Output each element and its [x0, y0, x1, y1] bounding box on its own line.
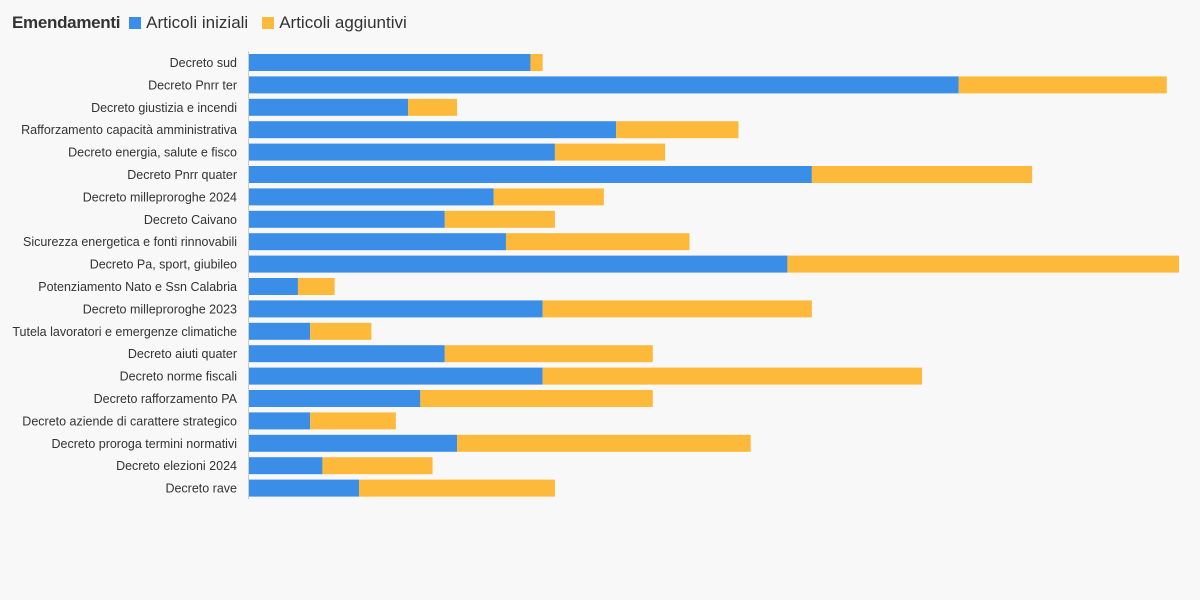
bar-articoli-iniziali-decreto-pa-sport-giubileo[interactable] [249, 255, 788, 273]
bar-articoli-iniziali-decreto-giustizia-e-incendi[interactable] [249, 98, 409, 116]
bar-articoli-iniziali-decreto-aziende-di-carattere-strategico[interactable] [249, 412, 311, 430]
legend-title: Emendamenti [12, 13, 121, 32]
bar-articoli-aggiuntivi-decreto-rave[interactable] [359, 479, 555, 497]
bar-articoli-iniziali-decreto-sud[interactable] [249, 54, 531, 71]
bar-articoli-iniziali-sicurezza-energetica-e-fonti-rinnovabili[interactable] [249, 233, 506, 251]
bar-articoli-iniziali-decreto-energia-salute-e-fisco[interactable] [249, 143, 555, 161]
category-label-decreto-rave: Decreto rave [165, 482, 237, 496]
bar-articoli-aggiuntivi-decreto-elezioni-2024[interactable] [322, 457, 433, 475]
category-label-decreto-aziende-di-carattere-strategico: Decreto aziende di carattere strategico [22, 414, 237, 428]
bar-articoli-iniziali-decreto-norme-fiscali[interactable] [249, 367, 543, 385]
category-label-decreto-pnrr-quater: Decreto Pnrr quater [127, 168, 237, 182]
bar-articoli-aggiuntivi-decreto-proroga-termini-normativi[interactable] [457, 434, 751, 452]
bar-articoli-iniziali-decreto-caivano[interactable] [249, 210, 445, 228]
bar-articoli-iniziali-decreto-pnrr-ter[interactable] [249, 76, 959, 94]
bar-articoli-aggiuntivi-decreto-milleproroghe-2023[interactable] [542, 300, 812, 318]
bar-articoli-aggiuntivi-decreto-pnrr-ter[interactable] [958, 76, 1167, 94]
category-label-tutela-lavoratori-e-emergenze-climatiche: Tutela lavoratori e emergenze climatiche [12, 325, 237, 339]
category-label-decreto-rafforzamento-pa: Decreto rafforzamento PA [94, 392, 238, 406]
bar-articoli-aggiuntivi-decreto-sud[interactable] [530, 54, 543, 71]
bar-articoli-iniziali-decreto-proroga-termini-normativi[interactable] [249, 434, 458, 452]
bar-articoli-iniziali-tutela-lavoratori-e-emergenze-climatiche[interactable] [249, 322, 311, 340]
bar-articoli-aggiuntivi-decreto-milleproroghe-2024[interactable] [493, 188, 604, 206]
bar-articoli-iniziali-decreto-rafforzamento-pa[interactable] [249, 390, 421, 407]
category-label-potenziamento-nato-e-ssn-calabria: Potenziamento Nato e Ssn Calabria [38, 280, 237, 294]
bar-articoli-aggiuntivi-decreto-pnrr-quater[interactable] [811, 166, 1033, 183]
bar-articoli-aggiuntivi-decreto-giustizia-e-incendi[interactable] [408, 98, 458, 116]
category-label-decreto-aiuti-quater: Decreto aiuti quater [128, 347, 237, 361]
legend-label-articoli-aggiuntivi: Articoli aggiuntivi [279, 13, 407, 32]
legend-item-articoli-iniziali[interactable]: Articoli iniziali [129, 13, 248, 33]
bar-articoli-aggiuntivi-tutela-lavoratori-e-emergenze-climatiche[interactable] [310, 322, 372, 340]
bar-articoli-iniziali-rafforzamento-capacita-amministrativa[interactable] [249, 121, 617, 139]
bar-articoli-iniziali-decreto-milleproroghe-2023[interactable] [249, 300, 543, 318]
bar-articoli-aggiuntivi-decreto-aiuti-quater[interactable] [444, 345, 653, 363]
category-label-decreto-sud: Decreto sud [170, 56, 237, 70]
category-label-decreto-pa-sport-giubileo: Decreto Pa, sport, giubileo [90, 258, 237, 272]
legend: Emendamenti Articoli iniziali Articoli a… [12, 13, 421, 33]
category-label-decreto-giustizia-e-incendi: Decreto giustizia e incendi [91, 101, 237, 115]
bar-articoli-aggiuntivi-decreto-pa-sport-giubileo[interactable] [787, 255, 1179, 273]
category-label-decreto-proroga-termini-normativi: Decreto proroga termini normativi [52, 437, 238, 451]
legend-label-articoli-iniziali: Articoli iniziali [146, 13, 249, 32]
bar-articoli-aggiuntivi-potenziamento-nato-e-ssn-calabria[interactable] [297, 278, 335, 295]
bar-articoli-iniziali-decreto-rave[interactable] [249, 479, 360, 497]
bar-articoli-aggiuntivi-rafforzamento-capacita-amministrativa[interactable] [616, 121, 739, 139]
bar-articoli-aggiuntivi-decreto-energia-salute-e-fisco[interactable] [554, 143, 666, 161]
bar-articoli-aggiuntivi-decreto-rafforzamento-pa[interactable] [420, 390, 653, 407]
bar-articoli-aggiuntivi-decreto-norme-fiscali[interactable] [542, 367, 923, 385]
category-label-decreto-energia-salute-e-fisco: Decreto energia, salute e fisco [68, 146, 237, 160]
bar-articoli-iniziali-potenziamento-nato-e-ssn-calabria[interactable] [249, 278, 298, 295]
category-label-decreto-caivano: Decreto Caivano [144, 213, 237, 227]
bar-articoli-iniziali-decreto-pnrr-quater[interactable] [249, 166, 812, 183]
bar-articoli-aggiuntivi-sicurezza-energetica-e-fonti-rinnovabili[interactable] [505, 233, 690, 251]
bar-articoli-aggiuntivi-decreto-caivano[interactable] [444, 210, 555, 228]
category-label-rafforzamento-capacita-amministrativa: Rafforzamento capacità amministrativa [21, 123, 237, 137]
legend-item-articoli-aggiuntivi[interactable]: Articoli aggiuntivi [262, 13, 407, 33]
category-label-sicurezza-energetica-e-fonti-rinnovabili: Sicurezza energetica e fonti rinnovabili [23, 235, 237, 249]
bar-articoli-iniziali-decreto-aiuti-quater[interactable] [249, 345, 445, 363]
category-label-decreto-milleproroghe-2024: Decreto milleproroghe 2024 [83, 190, 237, 204]
bar-articoli-aggiuntivi-decreto-aziende-di-carattere-strategico[interactable] [310, 412, 396, 430]
bar-articoli-iniziali-decreto-elezioni-2024[interactable] [249, 457, 323, 475]
legend-swatch-articoli-aggiuntivi [262, 17, 275, 29]
category-label-decreto-milleproroghe-2023: Decreto milleproroghe 2023 [83, 302, 237, 316]
legend-swatch-articoli-iniziali [129, 17, 142, 29]
category-label-decreto-pnrr-ter: Decreto Pnrr ter [148, 78, 237, 92]
category-label-decreto-norme-fiscali: Decreto norme fiscali [120, 370, 237, 384]
category-label-decreto-elezioni-2024: Decreto elezioni 2024 [116, 459, 237, 473]
bar-articoli-iniziali-decreto-milleproroghe-2024[interactable] [249, 188, 494, 206]
